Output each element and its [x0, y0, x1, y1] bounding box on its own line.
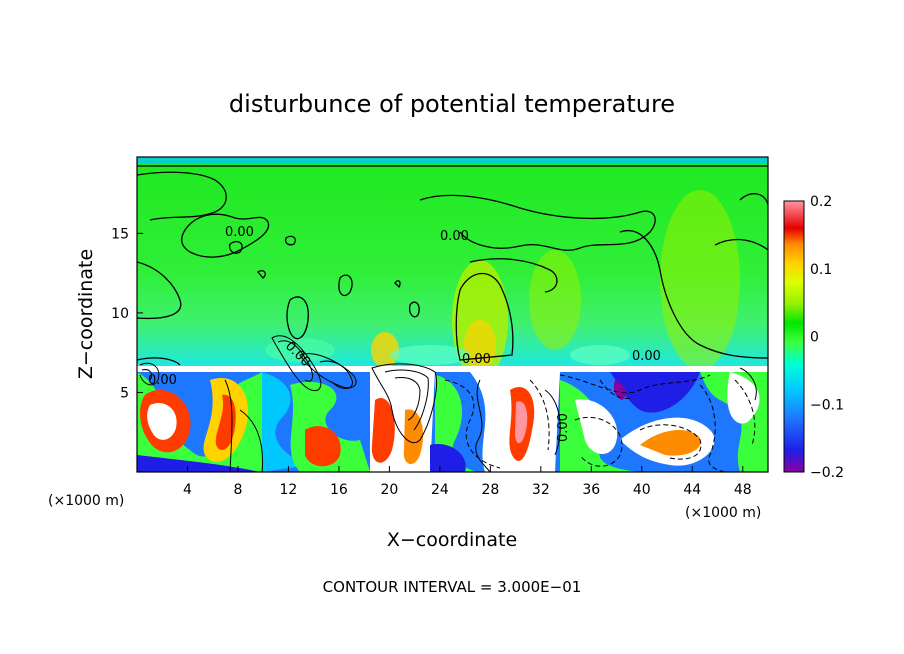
y-tick-label: 5	[120, 385, 129, 401]
x-tick-label: 48	[734, 482, 752, 498]
x-tick-label: 8	[233, 482, 242, 498]
x-unit-label-right: (×1000 m)	[685, 505, 761, 521]
contour-label: 0.00	[440, 229, 469, 244]
x-tick-label: 32	[532, 482, 550, 498]
chart-title: disturbunce of potential temperature	[229, 90, 675, 118]
x-tick-label: 16	[330, 482, 348, 498]
colorbar-tick-label: 0.2	[810, 194, 832, 210]
x-tick-label: 40	[633, 482, 651, 498]
y-axis: 5 10 15	[111, 226, 143, 401]
contour-interval-note: CONTOUR INTERVAL = 3.000E−01	[323, 578, 582, 596]
x-tick-label: 44	[683, 482, 701, 498]
y-tick-label: 15	[111, 226, 129, 242]
y-tick-label: 10	[111, 306, 129, 322]
colorbar-tick-label: 0.1	[810, 262, 832, 278]
contour-label: 0.00	[225, 225, 254, 240]
contour-label: 0.00	[632, 349, 661, 364]
plot-frame	[136, 156, 769, 473]
x-axis: 4 8 12 16 20 24 28 32 36 40 44 48	[183, 466, 752, 498]
x-tick-label: 36	[582, 482, 600, 498]
x-tick-label: 12	[280, 482, 298, 498]
x-tick-label: 28	[481, 482, 499, 498]
x-axis-label: X−coordinate	[387, 529, 517, 551]
colorbar-ticks: 0.2 0.1 0 −0.1 −0.2	[810, 194, 844, 481]
x-tick-label: 24	[431, 482, 449, 498]
colorbar-tick-label: −0.1	[810, 397, 844, 413]
contour-label: 0.00	[556, 413, 571, 442]
x-unit-label-left: (×1000 m)	[48, 493, 124, 509]
colorbar	[783, 200, 805, 473]
contour-label: 0.00	[148, 373, 177, 388]
x-tick-label: 20	[380, 482, 398, 498]
y-axis-label: Z−coordinate	[75, 249, 97, 379]
colorbar-tick-label: −0.2	[810, 465, 844, 481]
heatmap-field: 0.00 0.00 0.00 0.00 0.00 0.00 0.00	[137, 157, 768, 472]
x-tick-label: 4	[183, 482, 192, 498]
contour-label: 0.00	[462, 352, 491, 367]
colorbar-tick-label: 0	[810, 330, 819, 346]
